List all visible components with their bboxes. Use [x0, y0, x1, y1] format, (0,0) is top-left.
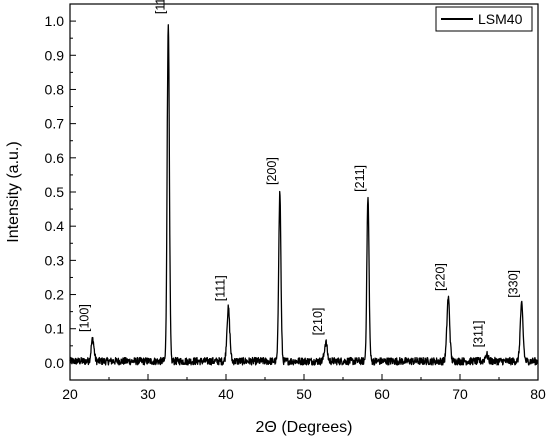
- legend-box: [435, 6, 533, 32]
- y-tick-label: 0.6: [45, 150, 65, 166]
- x-tick-label: 70: [452, 386, 468, 402]
- y-tick-label: 0.2: [45, 287, 65, 303]
- plot-area: [69, 3, 539, 381]
- legend: LSM40: [435, 6, 533, 32]
- y-tick-label: 0.5: [45, 184, 65, 200]
- x-tick-label: 40: [218, 386, 234, 402]
- x-axis: 20 30 40 50 60 70 80: [62, 374, 546, 402]
- series-line-lsm40: [69, 24, 539, 366]
- y-tick-label: 0.0: [45, 355, 65, 371]
- y-tick-label: 0.7: [45, 116, 65, 132]
- peak-label: [200]: [265, 157, 279, 185]
- peak-label: [330]: [507, 270, 521, 298]
- y-tick-label: 0.4: [45, 218, 65, 234]
- y-tick-label: 0.8: [45, 81, 65, 97]
- x-axis-title: 2Θ (Degrees): [256, 419, 353, 436]
- peak-label: [111]: [213, 275, 227, 301]
- peak-label: [211]: [353, 165, 367, 192]
- peak-label: [100]: [78, 304, 92, 332]
- y-tick-label: 0.1: [45, 321, 65, 337]
- peak-label: [210]: [311, 308, 325, 336]
- x-tick-label: 30: [140, 386, 156, 402]
- x-tick-label: 50: [296, 386, 312, 402]
- x-tick-label: 60: [374, 386, 390, 402]
- y-axis: 0.0 0.1 0.2 0.3 0.4 0.5 0.6 0.7 0.8 0.9 1.0: [45, 13, 76, 371]
- y-axis-title: Intensity (a.u.): [5, 141, 22, 242]
- peak-label: [220]: [433, 263, 447, 291]
- peak-label: [110]: [153, 0, 167, 14]
- x-tick-label: 80: [530, 386, 546, 402]
- peak-label: [311]: [472, 320, 486, 347]
- y-tick-label: 0.9: [45, 47, 65, 63]
- y-tick-label: 0.3: [45, 252, 65, 268]
- data-layer: [69, 24, 539, 366]
- x-tick-label: 20: [62, 386, 78, 402]
- peak-labels: [100] [110] [111] [200] [210] [211] [220] [311]…: [78, 0, 521, 347]
- legend-label: LSM40: [478, 11, 523, 27]
- y-tick-label: 1.0: [45, 13, 65, 29]
